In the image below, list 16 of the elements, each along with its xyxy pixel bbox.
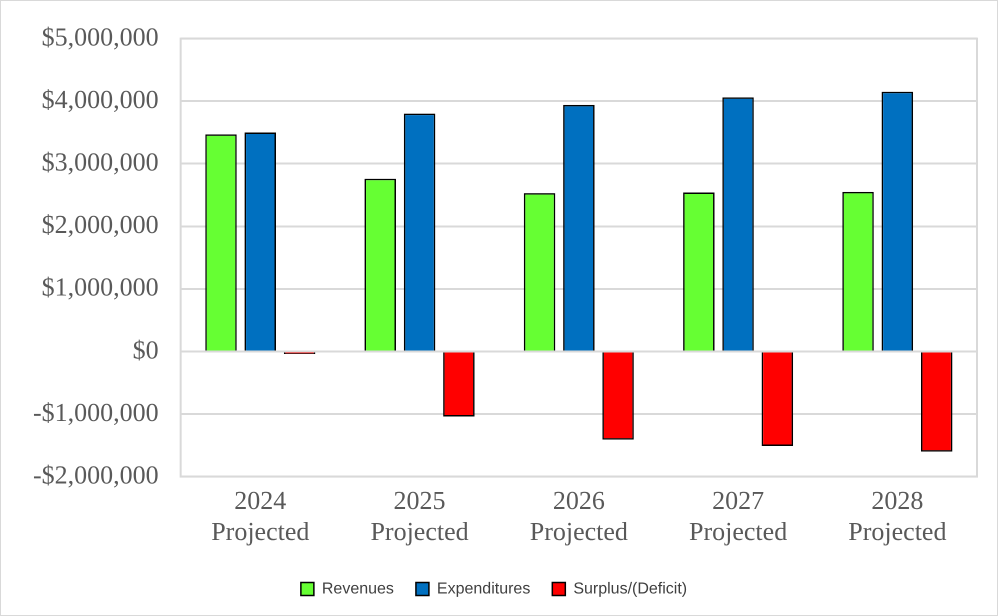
y-tick-label: $2,000,000 bbox=[42, 210, 159, 240]
legend-label: Expenditures bbox=[436, 580, 530, 598]
x-tick-label: 2026 Projected bbox=[530, 486, 628, 546]
legend-label: Revenues bbox=[322, 580, 394, 598]
y-tick-label: -$2,000,000 bbox=[32, 460, 159, 490]
y-tick-label: $3,000,000 bbox=[42, 148, 159, 177]
y-tick-label: $4,000,000 bbox=[42, 85, 159, 114]
x-tick-label: 2024 Projected bbox=[211, 486, 310, 546]
y-tick-label: $5,000,000 bbox=[42, 22, 159, 52]
y-tick-label: -$1,000,000 bbox=[32, 398, 159, 427]
x-tick-label: 2025 Projected bbox=[370, 486, 469, 546]
legend-label: Surplus/(Deficit) bbox=[573, 580, 688, 598]
y-tick-label: $1,000,000 bbox=[42, 272, 159, 302]
x-tick-label: 2027 Projected bbox=[689, 486, 788, 546]
y-tick-label: $0 bbox=[132, 335, 159, 364]
x-tick-label: 2028 Projected bbox=[848, 486, 946, 546]
